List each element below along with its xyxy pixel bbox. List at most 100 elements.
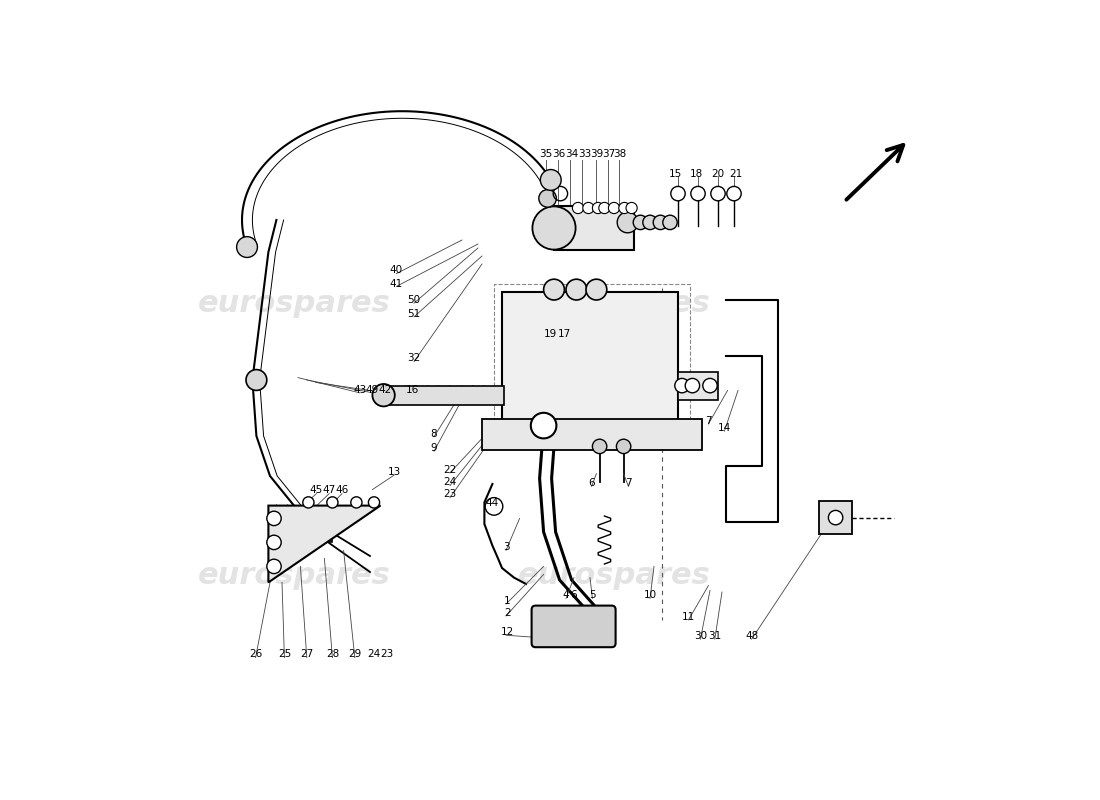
Text: 2: 2 xyxy=(504,608,510,618)
Circle shape xyxy=(608,202,619,214)
Text: 4: 4 xyxy=(563,590,570,600)
Text: 38: 38 xyxy=(613,149,626,158)
Circle shape xyxy=(373,384,395,406)
Circle shape xyxy=(663,215,678,230)
Circle shape xyxy=(246,370,267,390)
Text: 14: 14 xyxy=(718,423,732,433)
Circle shape xyxy=(572,202,584,214)
Circle shape xyxy=(617,212,638,233)
Text: 19: 19 xyxy=(543,330,557,339)
Text: 11: 11 xyxy=(682,612,695,622)
Bar xyxy=(554,206,634,250)
Text: 6: 6 xyxy=(571,590,578,600)
Text: 24: 24 xyxy=(443,478,456,487)
Circle shape xyxy=(727,186,741,201)
Circle shape xyxy=(642,215,657,230)
Text: 29: 29 xyxy=(349,650,362,659)
Circle shape xyxy=(634,215,648,230)
Circle shape xyxy=(531,413,557,438)
Text: 33: 33 xyxy=(578,149,591,158)
Text: eurospares: eurospares xyxy=(198,562,390,590)
Text: 12: 12 xyxy=(500,627,514,637)
Polygon shape xyxy=(268,506,381,582)
Bar xyxy=(494,284,690,436)
Text: 17: 17 xyxy=(558,330,571,339)
Circle shape xyxy=(616,439,630,454)
Circle shape xyxy=(485,498,503,515)
Text: 47: 47 xyxy=(322,486,335,495)
Circle shape xyxy=(267,559,282,574)
Circle shape xyxy=(619,202,630,214)
Circle shape xyxy=(674,378,690,393)
Text: 15: 15 xyxy=(669,169,682,178)
Circle shape xyxy=(368,497,379,508)
Circle shape xyxy=(236,237,257,258)
Text: 24: 24 xyxy=(367,650,381,659)
Text: 25: 25 xyxy=(278,650,292,659)
Text: 26: 26 xyxy=(249,650,262,659)
Text: 3: 3 xyxy=(503,542,509,552)
Text: 46: 46 xyxy=(336,486,349,495)
Circle shape xyxy=(302,497,313,508)
Circle shape xyxy=(685,378,700,393)
Circle shape xyxy=(598,202,611,214)
Circle shape xyxy=(586,279,607,300)
Bar xyxy=(482,419,702,450)
Circle shape xyxy=(327,497,338,508)
Text: 6: 6 xyxy=(588,478,595,488)
Circle shape xyxy=(711,186,725,201)
Text: 23: 23 xyxy=(443,490,456,499)
Text: 35: 35 xyxy=(539,149,552,158)
Text: 39: 39 xyxy=(591,149,604,158)
Text: 23: 23 xyxy=(381,650,394,659)
Circle shape xyxy=(539,190,557,207)
Text: 1: 1 xyxy=(504,596,510,606)
Text: 20: 20 xyxy=(712,169,725,178)
Text: 48: 48 xyxy=(745,631,758,641)
Circle shape xyxy=(532,206,575,250)
Text: 36: 36 xyxy=(552,149,565,158)
Text: 7: 7 xyxy=(705,416,712,426)
Circle shape xyxy=(671,186,685,201)
Text: 9: 9 xyxy=(431,443,438,453)
Circle shape xyxy=(540,170,561,190)
Text: eurospares: eurospares xyxy=(518,562,711,590)
Circle shape xyxy=(267,535,282,550)
Text: 49: 49 xyxy=(366,385,379,394)
Circle shape xyxy=(703,378,717,393)
Text: 44: 44 xyxy=(486,498,499,508)
Text: 30: 30 xyxy=(694,631,707,641)
Bar xyxy=(678,372,718,400)
Circle shape xyxy=(267,511,282,526)
Text: 34: 34 xyxy=(565,149,579,158)
Text: eurospares: eurospares xyxy=(518,290,711,318)
Text: 5: 5 xyxy=(590,590,596,600)
Text: 37: 37 xyxy=(602,149,615,158)
Bar xyxy=(818,501,852,534)
Text: eurospares: eurospares xyxy=(198,290,390,318)
Text: 50: 50 xyxy=(407,295,420,305)
Bar xyxy=(310,526,332,542)
Text: 13: 13 xyxy=(387,467,400,477)
Text: 40: 40 xyxy=(389,266,403,275)
Text: 41: 41 xyxy=(389,279,403,289)
Text: 31: 31 xyxy=(708,631,722,641)
Circle shape xyxy=(583,202,594,214)
Text: 18: 18 xyxy=(690,169,703,178)
Text: 51: 51 xyxy=(407,309,420,318)
Text: 32: 32 xyxy=(407,354,420,363)
Text: 10: 10 xyxy=(644,590,657,600)
Text: 22: 22 xyxy=(443,465,456,474)
Circle shape xyxy=(593,439,607,454)
Text: 27: 27 xyxy=(300,650,313,659)
Bar xyxy=(502,292,678,424)
Circle shape xyxy=(828,510,843,525)
Text: 43: 43 xyxy=(353,385,366,394)
Circle shape xyxy=(566,279,586,300)
Text: 7: 7 xyxy=(625,478,631,488)
Text: 42: 42 xyxy=(378,385,392,394)
Text: 16: 16 xyxy=(406,385,419,394)
Circle shape xyxy=(653,215,668,230)
Circle shape xyxy=(593,202,604,214)
Text: 28: 28 xyxy=(326,650,339,659)
